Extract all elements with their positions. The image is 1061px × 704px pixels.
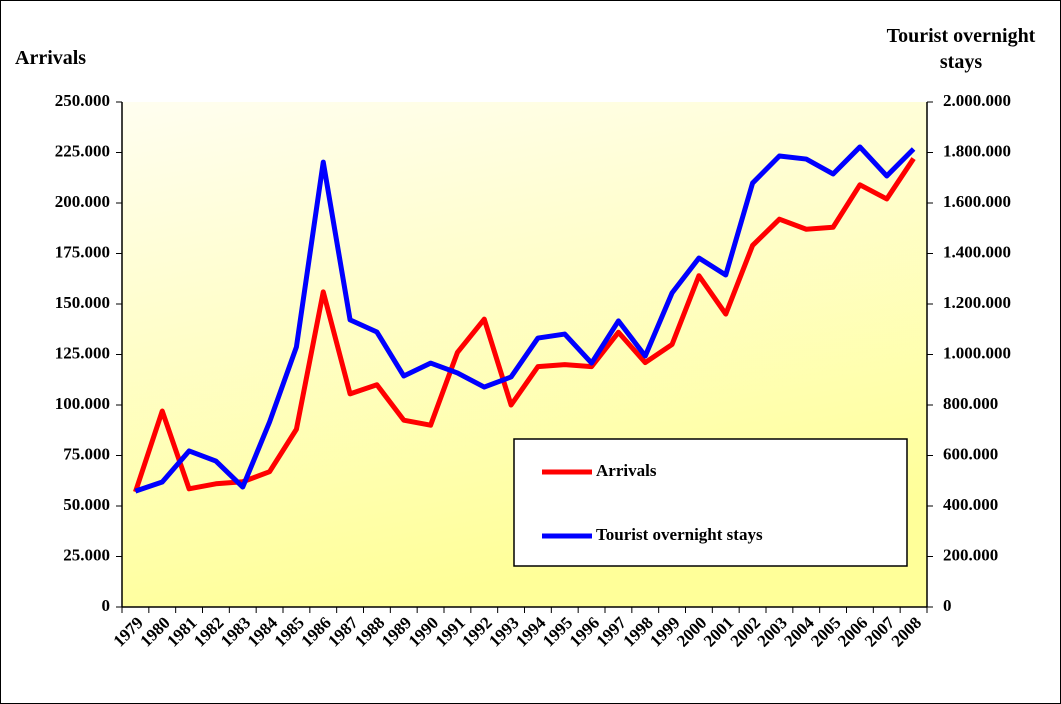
legend-label: Arrivals — [596, 461, 657, 480]
y-tick-label: 250.000 — [55, 91, 110, 110]
x-tick-label: 2008 — [888, 613, 925, 650]
y2-tick-label: 600.000 — [943, 444, 998, 463]
y2-tick-label: 800.000 — [943, 394, 998, 413]
y-tick-label: 100.000 — [55, 394, 110, 413]
y-tick-label: 175.000 — [55, 242, 110, 261]
y2-tick-label: 1.000.000 — [943, 343, 1011, 362]
y-tick-label: 125.000 — [55, 343, 110, 362]
y2-tick-label: 1.400.000 — [943, 242, 1011, 261]
y-axis-title: Arrivals — [15, 47, 87, 69]
y2-tick-label: 200.000 — [943, 545, 998, 564]
line-series — [133, 157, 916, 493]
y2-tick-label: 1.600.000 — [943, 192, 1011, 211]
y2-axis-title: Tourist overnight stays — [886, 25, 1036, 73]
y-tick-label: 225.000 — [55, 141, 110, 160]
y2-tick-label: 0 — [943, 596, 952, 615]
y-tick-label: 50.000 — [63, 495, 110, 514]
y-tick-label: 150.000 — [55, 293, 110, 312]
y2-tick-label: 1.800.000 — [943, 141, 1011, 160]
legend-label: Tourist overnight stays — [596, 525, 763, 544]
y-tick-label: 75.000 — [63, 444, 110, 463]
line-series — [134, 144, 916, 494]
legend-box — [513, 438, 908, 567]
y2-tick-label: 2.000.000 — [943, 91, 1011, 110]
y-tick-label: 0 — [102, 596, 111, 615]
y-tick-label: 200.000 — [55, 192, 110, 211]
y2-tick-label: 1.200.000 — [943, 293, 1011, 312]
y-tick-label: 25.000 — [63, 545, 110, 564]
y2-tick-label: 400.000 — [943, 495, 998, 514]
